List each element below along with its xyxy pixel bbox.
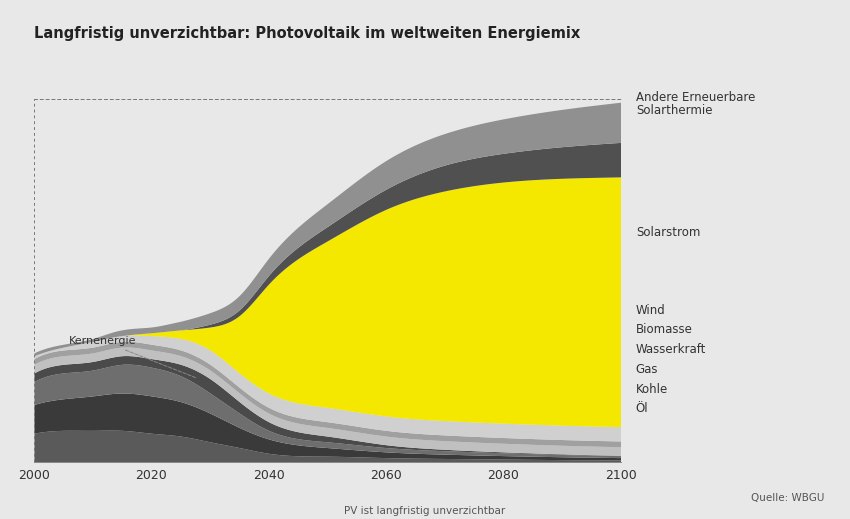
Text: Wasserkraft: Wasserkraft <box>636 343 706 356</box>
Text: Andere Erneuerbare: Andere Erneuerbare <box>636 91 755 104</box>
Text: Solarstrom: Solarstrom <box>636 226 700 239</box>
Text: Quelle: WBGU: Quelle: WBGU <box>751 494 824 503</box>
Text: Öl: Öl <box>636 402 649 415</box>
Text: Solarthermie: Solarthermie <box>636 104 712 117</box>
Text: Biomasse: Biomasse <box>636 323 693 336</box>
Text: Wind: Wind <box>636 304 666 317</box>
Text: Langfristig unverzichtbar: Photovoltaik im weltweiten Energiemix: Langfristig unverzichtbar: Photovoltaik … <box>34 26 581 41</box>
Text: PV ist langfristig unverzichtbar: PV ist langfristig unverzichtbar <box>344 507 506 516</box>
Text: Gas: Gas <box>636 363 658 376</box>
Text: Kernenergie: Kernenergie <box>69 336 196 378</box>
Text: Kohle: Kohle <box>636 383 668 395</box>
